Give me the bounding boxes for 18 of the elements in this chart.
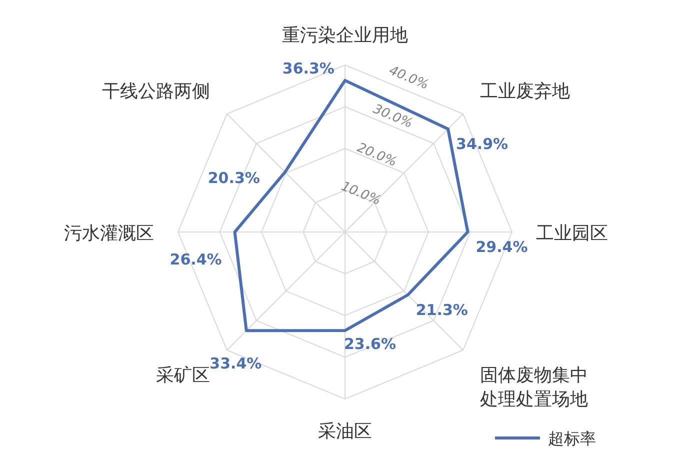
data-label: 23.6% bbox=[344, 334, 396, 353]
spoke-label: 采矿区 bbox=[156, 365, 210, 386]
data-label: 36.3% bbox=[282, 59, 334, 78]
y-tick-label: 40.0% bbox=[386, 63, 431, 94]
spoke-label: 工业废弃地 bbox=[480, 80, 570, 102]
data-label: 20.3% bbox=[208, 169, 260, 188]
spoke-label: 重污染企业用地 bbox=[282, 25, 408, 46]
spoke-label: 工业园区 bbox=[536, 223, 608, 244]
spoke-label: 固体废物集中处理处置场地 bbox=[480, 365, 588, 410]
spoke-label: 采油区 bbox=[318, 421, 372, 442]
spoke-label: 污水灌溉区 bbox=[64, 223, 154, 244]
data-label: 29.4% bbox=[476, 238, 528, 256]
legend-label: 超标率 bbox=[548, 429, 596, 448]
data-label: 34.9% bbox=[456, 134, 508, 153]
spoke-label: 干线公路两侧 bbox=[102, 80, 210, 102]
data-label: 33.4% bbox=[210, 354, 262, 372]
data-label: 26.4% bbox=[170, 250, 222, 269]
data-label: 21.3% bbox=[416, 300, 468, 319]
